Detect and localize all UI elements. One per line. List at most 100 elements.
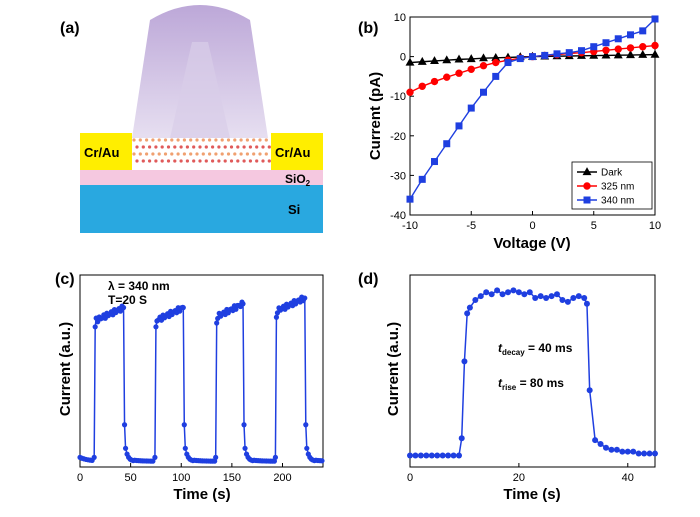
response-point-38 [597,440,604,447]
iv-series-1-point-17 [614,45,622,53]
response-point-7 [445,452,452,459]
cycling-xtick-label-0: 0 [77,472,83,484]
crystal-atom-57 [214,152,218,156]
iv-series-2-point-2 [431,158,438,166]
rise-time-value: = 80 ms [516,376,564,390]
cycling-chart: 0 50 100 150 200 λ = 340 nm T=20 S Time (s) … [57,274,325,503]
iv-series-1-point-16 [602,46,610,54]
response-point-22 [515,289,522,296]
cycling-point-104 [241,422,247,428]
crystal-atom-23 [141,145,145,149]
cycling-point-7 [91,454,97,460]
iv-series-2-point-19 [639,27,647,35]
right-contact [271,133,323,170]
iv-series-2-point-3 [443,140,451,148]
right-contact-label: Cr/Au [275,145,310,160]
iv-series-2-point-6 [480,88,487,96]
response-point-8 [450,452,457,459]
iv-series-2-point-12 [553,50,561,58]
response-point-11 [461,358,468,365]
cycling-chart-ticks: 0 50 100 150 200 [77,463,292,484]
iv-series-0-point-5 [466,54,476,63]
crystal-atom-79 [217,159,221,163]
response-chart-xlabel: Time (s) [503,486,560,503]
cycling-point-8 [92,324,98,330]
cycling-point-67 [182,445,188,451]
response-xtick-label-0: 0 [407,472,413,484]
crystal-atom-50 [170,152,174,156]
crystal-atom-19 [252,138,256,142]
crystal-atom-25 [154,145,158,149]
crystal-atom-22 [135,145,139,149]
crystal-atom-3 [151,138,155,142]
crystal-atom-73 [179,159,183,163]
iv-legend-label-1: 325 nm [601,182,634,193]
crystal-atom-43 [267,145,271,149]
iv-series-1-point-18 [626,44,635,52]
iv-xtick-label-0: -10 [402,220,418,232]
crystal-atom-49 [163,152,168,156]
cycling-point-25 [117,308,124,314]
crystal-atom-35 [217,145,221,149]
iv-series-2-point-4 [455,122,463,130]
response-point-4 [428,452,435,459]
crystal-atom-15 [226,138,231,142]
crystal-atom-54 [195,152,199,156]
response-point-39 [603,444,609,451]
crystal-atom-78 [211,159,215,163]
response-chart-ylabel: Current (a.u.) [385,322,402,416]
iv-chart-series [405,15,660,203]
crystal-atom-8 [182,138,186,142]
response-point-36 [586,387,593,394]
crystal-atom-58 [220,152,224,156]
iv-series-2-point-18 [627,31,634,39]
cycling-point-45 [152,454,158,460]
response-point-35 [583,300,590,307]
iv-series-0-point-20 [650,49,660,58]
iv-legend-label-2: 340 nm [601,196,634,207]
crystal-atom-84 [248,159,252,163]
iv-xtick-label-2: 0 [529,220,535,232]
crystal-atom-26 [160,145,164,149]
iv-series-0-point-0 [405,57,415,66]
crystal-atom-13 [214,138,218,142]
response-point-14 [472,296,479,303]
iv-series-2-point-1 [418,175,426,183]
cycling-point-85 [214,320,220,326]
crystal-atom-81 [229,159,234,163]
crystal-atom-42 [261,145,265,149]
iv-chart-ylabel: Current (pA) [367,72,384,160]
iv-chart-xlabel: Voltage (V) [493,235,570,252]
panel-label-d: (d) [358,271,378,288]
crystal-atom-2 [145,138,149,142]
cycling-point-142 [302,295,308,301]
crystal-atom-60 [233,152,237,156]
response-point-18 [494,287,501,294]
response-point-44 [630,448,637,455]
crystal-atom-14 [220,138,224,142]
crystal-atom-29 [179,145,183,149]
crystal-atom-61 [239,152,243,156]
crystal-atom-71 [166,159,171,163]
iv-series-0-point-4 [454,54,464,63]
iv-series-0-point-16 [601,50,611,59]
cycling-period-annotation: T=20 S [108,293,147,307]
crystal-atom-85 [255,159,259,163]
sio2-label-sub: 2 [306,179,311,188]
response-point-40 [608,446,615,453]
crystal-atom-72 [173,159,177,163]
crystal-atom-28 [173,145,177,149]
response-point-42 [619,448,626,455]
iv-series-2-point-13 [565,49,573,57]
iv-legend-label-0: Dark [601,168,623,179]
response-chart-ticks: 0 20 40 [407,463,634,484]
crystal-atom-66 [135,159,139,163]
iv-series-2-point-10 [529,53,536,61]
iv-series-2-point-20 [651,15,659,23]
response-point-10 [458,435,465,442]
cycling-point-143 [303,422,309,428]
crystal-atom-45 [138,152,142,156]
panel-label-a: (a) [60,20,80,37]
response-point-12 [464,310,471,317]
